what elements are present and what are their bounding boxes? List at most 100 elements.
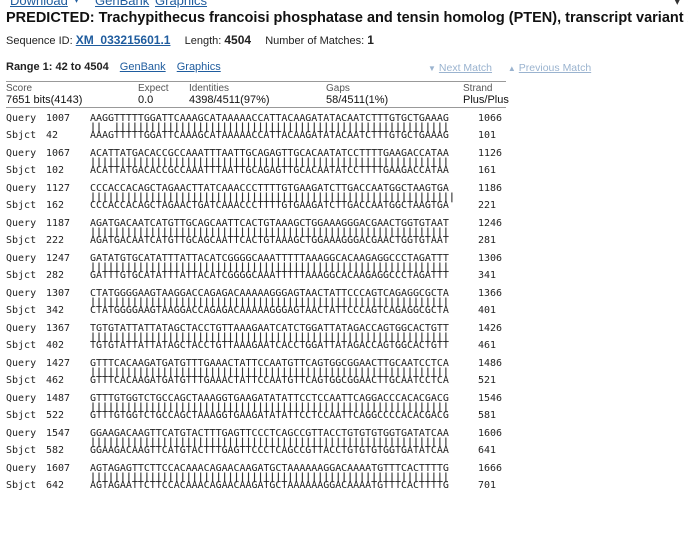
alignment-block: Query 1307 CTATGGGGAAGTAAGGACCAGAGACAAAAAG… <box>6 288 688 323</box>
chevron-down-icon[interactable]: ▾ <box>74 0 80 6</box>
sbjct-start: 342 <box>46 305 65 316</box>
corner-caret-icon[interactable]: ▾ <box>674 0 681 8</box>
graphics-link[interactable]: Graphics <box>176 61 221 73</box>
expect-header: Expect <box>138 83 169 94</box>
sbjct-end: 341 <box>478 270 497 281</box>
sbjct-label: Sbjct <box>6 410 37 421</box>
download-link[interactable]: Download <box>10 0 68 8</box>
gaps-header: Gaps <box>326 83 350 94</box>
sbjct-start: 42 <box>46 130 59 141</box>
query-label: Query <box>6 148 37 159</box>
query-sequence: AGATGACAATCATGTTGCAGCAATTCACTGTAAAGCTGGA… <box>90 218 449 229</box>
alignment-block: Query 1007 AAGGTTTTTGGATTCAAAGCATAAAAACCAT… <box>6 113 688 148</box>
query-label: Query <box>6 428 37 439</box>
sbjct-start: 582 <box>46 445 65 456</box>
sbjct-label: Sbjct <box>6 375 37 386</box>
query-end: 1126 <box>478 148 503 159</box>
alignment-block: Query 1487 GTTTGTGGTCTGCCAGCTAAAGGTGAAGATA… <box>6 393 688 428</box>
sbjct-label: Sbjct <box>6 165 37 176</box>
match-bars: || |||||||||||||||||||||||||||||||||||||… <box>90 122 449 133</box>
query-end: 1066 <box>478 113 503 124</box>
sbjct-sequence: ACATTATGACACCGCCAAATTTAATTGCAGAGTTGCACAA… <box>90 165 449 176</box>
query-start: 1307 <box>46 288 71 299</box>
sbjct-end: 581 <box>478 410 497 421</box>
query-label: Query <box>6 218 37 229</box>
sequence-id-label: Sequence ID: <box>6 35 73 47</box>
query-sequence: GATATGTGCATATTTATTACATCGGGGCAAATTTTTAAAG… <box>90 253 449 264</box>
query-label: Query <box>6 183 37 194</box>
page-title: PREDICTED: Trachypithecus francoisi phos… <box>6 10 688 26</box>
match-bars: ||||||||||||||||||||||||||||||||||||||||… <box>90 437 449 448</box>
sbjct-start: 102 <box>46 165 65 176</box>
query-end: 1666 <box>478 463 503 474</box>
alignment-block: Query 1127 CCCACCACAGCTAGAACTTATCAAACCCTTT… <box>6 183 688 218</box>
query-end: 1366 <box>478 288 503 299</box>
alignment-block: Query 1367 TGTGTATTATTATAGCTACCTGTTAAAGAAT… <box>6 323 688 358</box>
sbjct-label: Sbjct <box>6 270 37 281</box>
gaps-value: 58/4511(1%) <box>326 94 389 106</box>
range-text: Range 1: 42 to 4504 <box>6 61 109 73</box>
query-end: 1246 <box>478 218 503 229</box>
query-label: Query <box>6 288 37 299</box>
stats-value-row: 7651 bits(4143) 0.0 4398/4511(97%) 58/45… <box>6 94 509 108</box>
query-end: 1426 <box>478 323 503 334</box>
query-sequence: AGTAGAGTTCTTCCACAAACAGAACAAGATGCTAAAAAAG… <box>90 463 449 474</box>
query-end: 1546 <box>478 393 503 404</box>
sbjct-start: 522 <box>46 410 65 421</box>
next-match-link[interactable]: Next Match <box>438 62 493 74</box>
sbjct-start: 462 <box>46 375 65 386</box>
sbjct-sequence: CTATGGGGAAGTAAGGACCAGAGACAAAAAGGGAGTAACT… <box>90 305 449 316</box>
top-link-strip: Download ▾ GenBank Graphics ▾ <box>0 0 688 9</box>
query-end: 1486 <box>478 358 503 369</box>
query-sequence: GTTTGTGGTCTGCCAGCTAAAGGTGAAGATATATTCCTCC… <box>90 393 449 404</box>
sbjct-sequence: GGAAGACAAGTTCATGTACTTTGAGTTCCCTCAGCCGTTA… <box>90 445 449 456</box>
query-sequence: CTATGGGGAAGTAAGGACCAGAGACAAAAAGGGAGTAACT… <box>90 288 449 299</box>
query-start: 1127 <box>46 183 71 194</box>
sbjct-end: 401 <box>478 305 497 316</box>
sbjct-end: 461 <box>478 340 497 351</box>
sbjct-end: 641 <box>478 445 497 456</box>
strand-header: Strand <box>463 83 493 94</box>
sequence-id-link[interactable]: XM_033215601.1 <box>75 33 171 47</box>
sbjct-end: 101 <box>478 130 497 141</box>
alignment-block: Query 1187 AGATGACAATCATGTTGCAGCAATTCACTGT… <box>6 218 688 253</box>
alignment-stats: Score Expect Identities Gaps Strand 7651… <box>6 81 509 108</box>
length-label: Length: <box>184 35 222 47</box>
sbjct-start: 402 <box>46 340 65 351</box>
query-sequence: AAGGTTTTTGGATTCAAAGCATAAAAACCATTACAAGATA… <box>90 113 449 124</box>
score-header: Score <box>6 83 33 94</box>
match-bars: ||||||||||||||||||||||||||||||||||||||||… <box>90 332 449 343</box>
match-bars: ||||||||||||||||||||||||||||||||||||||||… <box>90 227 449 238</box>
previous-match-link[interactable]: Previous Match <box>518 62 592 74</box>
match-bars: ||||||||||||||||||||||||||||||||||||||||… <box>90 472 449 483</box>
sbjct-sequence: GTTTGTGGTCTGCCAGCTAAAGGTGAAGATATATTCCTCC… <box>90 410 449 421</box>
sbjct-label: Sbjct <box>6 235 37 246</box>
sbjct-sequence: AGATGACAATCATGTTGCAGCAATTCACTGTAAAGCTGGA… <box>90 235 449 246</box>
sbjct-label: Sbjct <box>6 445 37 456</box>
genbank-link[interactable]: GenBank <box>119 61 166 73</box>
match-bars: ||||||||||||||||||||||||||||||||||||||||… <box>90 367 449 378</box>
match-bars: ||||||||||||||||||||||||||||||||||||||||… <box>90 157 449 168</box>
genbank-top-link[interactable]: GenBank <box>95 0 150 8</box>
query-end: 1606 <box>478 428 503 439</box>
query-start: 1367 <box>46 323 71 334</box>
query-start: 1187 <box>46 218 71 229</box>
matches-value: 1 <box>367 33 374 47</box>
match-bars: ||||||||||||||||||||||||||||||||||||||||… <box>90 262 449 273</box>
sbjct-start: 162 <box>46 200 65 211</box>
sbjct-start: 282 <box>46 270 65 281</box>
query-sequence: GGAAGACAAGTTCATGTACTTTGAGTTCCCTCAGCCGTTA… <box>90 428 449 439</box>
sbjct-sequence: TGTGTATTATTATAGCTACCTGTTAAAGAATCACCTGGAT… <box>90 340 449 351</box>
sbjct-end: 161 <box>478 165 497 176</box>
query-start: 1247 <box>46 253 71 264</box>
sbjct-label: Sbjct <box>6 305 37 316</box>
alignment-block: Query 1247 GATATGTGCATATTTATTACATCGGGGCAAA… <box>6 253 688 288</box>
graphics-top-link[interactable]: Graphics <box>155 0 208 8</box>
query-label: Query <box>6 253 37 264</box>
query-start: 1067 <box>46 148 71 159</box>
sbjct-sequence: AAAGTTTTTGGATTCAAAGCATAAAAACCATTACAAGATA… <box>90 130 449 141</box>
length-value: 4504 <box>224 33 252 47</box>
sbjct-end: 521 <box>478 375 497 386</box>
query-sequence: ACATTATGACACCGCCAAATTTAATTGCAGAGTTGCACAA… <box>90 148 449 159</box>
score-value: 7651 bits(4143) <box>6 94 83 106</box>
